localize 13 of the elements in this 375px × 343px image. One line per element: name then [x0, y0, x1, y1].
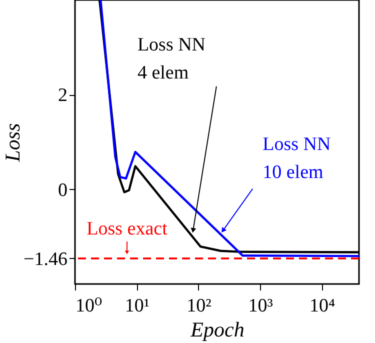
ref-line-label: Loss exact: [86, 218, 168, 240]
x-axis-title: Epoch: [190, 318, 244, 342]
x-tick-label: 10¹: [124, 296, 150, 316]
y-tick-label: 2: [58, 85, 68, 106]
x-tick-label: 10²: [186, 296, 212, 316]
y-tick-label: 0: [58, 180, 68, 201]
x-tick-label: 10⁰: [76, 296, 102, 316]
annotation: Loss NN 4 elem: [137, 34, 206, 84]
y-tick-label: −1.46: [24, 248, 68, 270]
x-tick-label: 10³: [248, 296, 274, 316]
y-axis-title: Loss: [0, 123, 24, 163]
annotation: Loss NN 10 elem: [262, 134, 331, 183]
x-tick-label: 10⁴: [310, 296, 336, 316]
